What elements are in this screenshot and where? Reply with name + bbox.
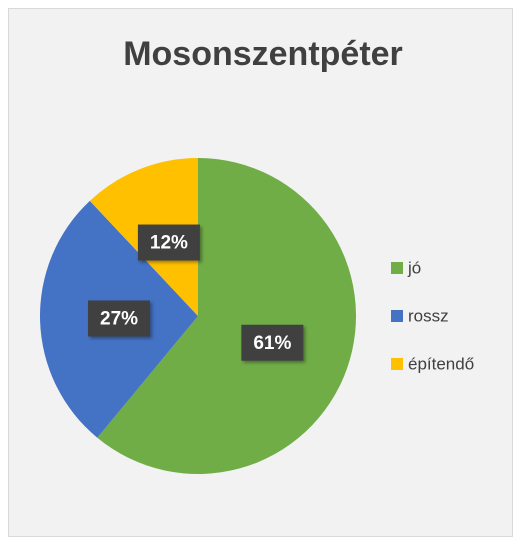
data-label-box <box>88 300 151 337</box>
legend-label: építendő <box>408 354 474 373</box>
legend-label: jó <box>407 258 421 277</box>
pie-slice <box>97 158 357 474</box>
legend-label: rossz <box>408 306 449 325</box>
data-label-box <box>241 324 304 361</box>
legend-swatch <box>391 358 403 370</box>
data-label-box <box>137 224 200 261</box>
legend-swatch <box>391 310 403 322</box>
data-label: 27% <box>100 308 138 329</box>
data-label: 12% <box>150 233 188 254</box>
data-label: 61% <box>253 333 291 354</box>
chart-title: Mosonszentpéter <box>123 35 403 73</box>
legend-swatch <box>391 262 403 274</box>
